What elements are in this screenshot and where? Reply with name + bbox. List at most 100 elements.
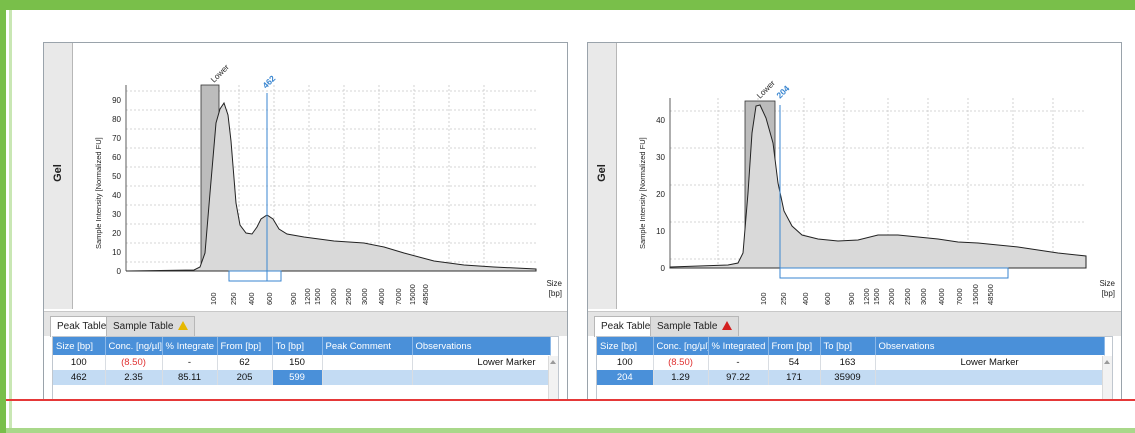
x-tick: 250 bbox=[779, 292, 788, 305]
frame-top-border bbox=[0, 0, 1135, 10]
x-tick: 3000 bbox=[919, 288, 928, 305]
table-cell: 100 bbox=[597, 355, 654, 370]
tab-label: Sample Table bbox=[657, 321, 718, 332]
column-header[interactable]: To [bp] bbox=[820, 337, 876, 355]
y-tick: 20 bbox=[656, 190, 665, 199]
table-cell: 97.22 bbox=[708, 370, 769, 385]
table-cell: 205 bbox=[217, 370, 273, 385]
column-header[interactable]: Conc. [ng/µl] bbox=[653, 337, 709, 355]
y-tick: 90 bbox=[112, 96, 121, 105]
table-row[interactable]: 100 (8.50) - 54 163 Lower Marker bbox=[597, 355, 1105, 370]
x-tick: 4000 bbox=[937, 288, 946, 305]
column-header[interactable]: Observations bbox=[875, 337, 1105, 355]
table-cell: 462 bbox=[53, 370, 106, 385]
table-row[interactable]: 204 1.29 97.22 171 35909 bbox=[597, 370, 1105, 385]
x-tick: 2500 bbox=[344, 288, 353, 305]
tab-peak-table[interactable]: Peak Table bbox=[594, 316, 658, 337]
table-cell bbox=[322, 355, 413, 370]
x-tick: 4000 bbox=[377, 288, 386, 305]
x-tick: 1500 bbox=[313, 288, 322, 305]
tab-label: Sample Table bbox=[113, 321, 174, 332]
x-tick: 600 bbox=[265, 292, 274, 305]
lower-marker-label: Lower bbox=[755, 78, 777, 100]
table-cell: (8.50) bbox=[105, 355, 163, 370]
x-tick: 600 bbox=[823, 292, 832, 305]
y-tick: 30 bbox=[656, 153, 665, 162]
table-row[interactable]: 462 2.35 85.11 205 599 bbox=[53, 370, 551, 385]
x-tick: 2000 bbox=[887, 288, 896, 305]
y-tick: 20 bbox=[112, 229, 121, 238]
electropherogram-panel-right: Gel 0 10 20 30 40 Sample Intensity [Norm… bbox=[587, 42, 1122, 401]
warning-yellow-icon bbox=[178, 321, 189, 330]
column-header[interactable]: Observations bbox=[412, 337, 551, 355]
x-tick: 15000 bbox=[971, 284, 980, 305]
frame-left-border bbox=[0, 0, 6, 433]
x-tick: 900 bbox=[847, 292, 856, 305]
tab-label: Peak Table bbox=[57, 321, 107, 332]
peak-table: Size [bp] Conc. [ng/µl] % Integrate From… bbox=[52, 336, 559, 400]
table-cell: 85.11 bbox=[162, 370, 218, 385]
y-tick: 10 bbox=[656, 227, 665, 236]
table-row[interactable]: 100 (8.50) - 62 150 Lower Marker bbox=[53, 355, 551, 370]
table-cell: (8.50) bbox=[653, 355, 709, 370]
table-header-row: Size [bp] Conc. [ng/µl] % Integrated Fro… bbox=[597, 337, 1105, 355]
x-tick: 1200 bbox=[862, 288, 871, 305]
x-tick: 48500 bbox=[986, 284, 995, 305]
y-tick: 50 bbox=[112, 172, 121, 181]
table-cell: - bbox=[708, 355, 769, 370]
table-scrollbar[interactable] bbox=[548, 356, 558, 400]
gel-toggle[interactable]: Gel bbox=[588, 43, 617, 309]
table-cell bbox=[412, 370, 551, 385]
y-axis-label: Sample Intensity [Normalized FU] bbox=[638, 137, 647, 249]
column-header[interactable]: % Integrate bbox=[162, 337, 218, 355]
table-cell: 100 bbox=[53, 355, 106, 370]
column-header[interactable]: Size [bp] bbox=[597, 337, 654, 355]
x-tick: 2500 bbox=[903, 288, 912, 305]
table-cell: 150 bbox=[272, 355, 323, 370]
y-tick: 80 bbox=[112, 115, 121, 124]
x-tick: 7000 bbox=[394, 288, 403, 305]
column-header[interactable]: From [bp] bbox=[217, 337, 273, 355]
table-cell: 35909 bbox=[820, 370, 876, 385]
column-header[interactable]: Size [bp] bbox=[53, 337, 106, 355]
electropherogram-chart-left: 0 10 20 30 40 50 60 70 80 90 Sample Inte… bbox=[94, 62, 563, 305]
scroll-up-icon[interactable] bbox=[550, 360, 556, 364]
column-header[interactable]: To [bp] bbox=[272, 337, 323, 355]
electropherogram-chart-right: 0 10 20 30 40 Sample Intensity [Normaliz… bbox=[638, 78, 1116, 305]
y-tick: 10 bbox=[112, 248, 121, 257]
column-header[interactable]: From [bp] bbox=[768, 337, 821, 355]
y-tick: 70 bbox=[112, 134, 121, 143]
y-tick: 0 bbox=[117, 267, 122, 276]
table-cell: 54 bbox=[768, 355, 821, 370]
x-tick: 100 bbox=[759, 292, 768, 305]
table-cell: 62 bbox=[217, 355, 273, 370]
column-header[interactable]: % Integrated bbox=[708, 337, 769, 355]
x-tick: 100 bbox=[209, 292, 218, 305]
electropherogram-panel-left: Gel 0 10 20 30 40 bbox=[43, 42, 568, 401]
x-tick: 900 bbox=[289, 292, 298, 305]
table-cell: 204 bbox=[597, 370, 654, 385]
x-tick: 2000 bbox=[329, 288, 338, 305]
column-header[interactable]: Peak Comment bbox=[322, 337, 413, 355]
scroll-up-icon[interactable] bbox=[1104, 360, 1110, 364]
gel-toggle[interactable]: Gel bbox=[44, 43, 73, 309]
tab-sample-table[interactable]: Sample Table bbox=[106, 316, 196, 336]
table-tabs: Peak Table Sample Table bbox=[588, 311, 1121, 337]
x-tick: 48500 bbox=[421, 284, 430, 305]
peak-size-label: 204 bbox=[774, 83, 791, 100]
table-cell: Lower Marker bbox=[412, 355, 551, 370]
x-tick: 400 bbox=[247, 292, 256, 305]
y-tick: 60 bbox=[112, 153, 121, 162]
tab-sample-table[interactable]: Sample Table bbox=[650, 316, 740, 336]
table-scrollbar[interactable] bbox=[1102, 356, 1112, 400]
x-axis-label-size: Size bbox=[1099, 279, 1115, 288]
tab-peak-table[interactable]: Peak Table bbox=[50, 316, 114, 337]
column-header[interactable]: Conc. [ng/µl] bbox=[105, 337, 163, 355]
gel-label: Gel bbox=[596, 164, 608, 182]
table-cell: 163 bbox=[820, 355, 876, 370]
peak-table: Size [bp] Conc. [ng/µl] % Integrated Fro… bbox=[596, 336, 1113, 400]
x-axis-label-size: Size bbox=[546, 279, 562, 288]
table-cell: 599 bbox=[272, 370, 323, 385]
frame-left-inner-border bbox=[9, 10, 12, 433]
x-axis-label-unit: [bp] bbox=[549, 289, 562, 298]
